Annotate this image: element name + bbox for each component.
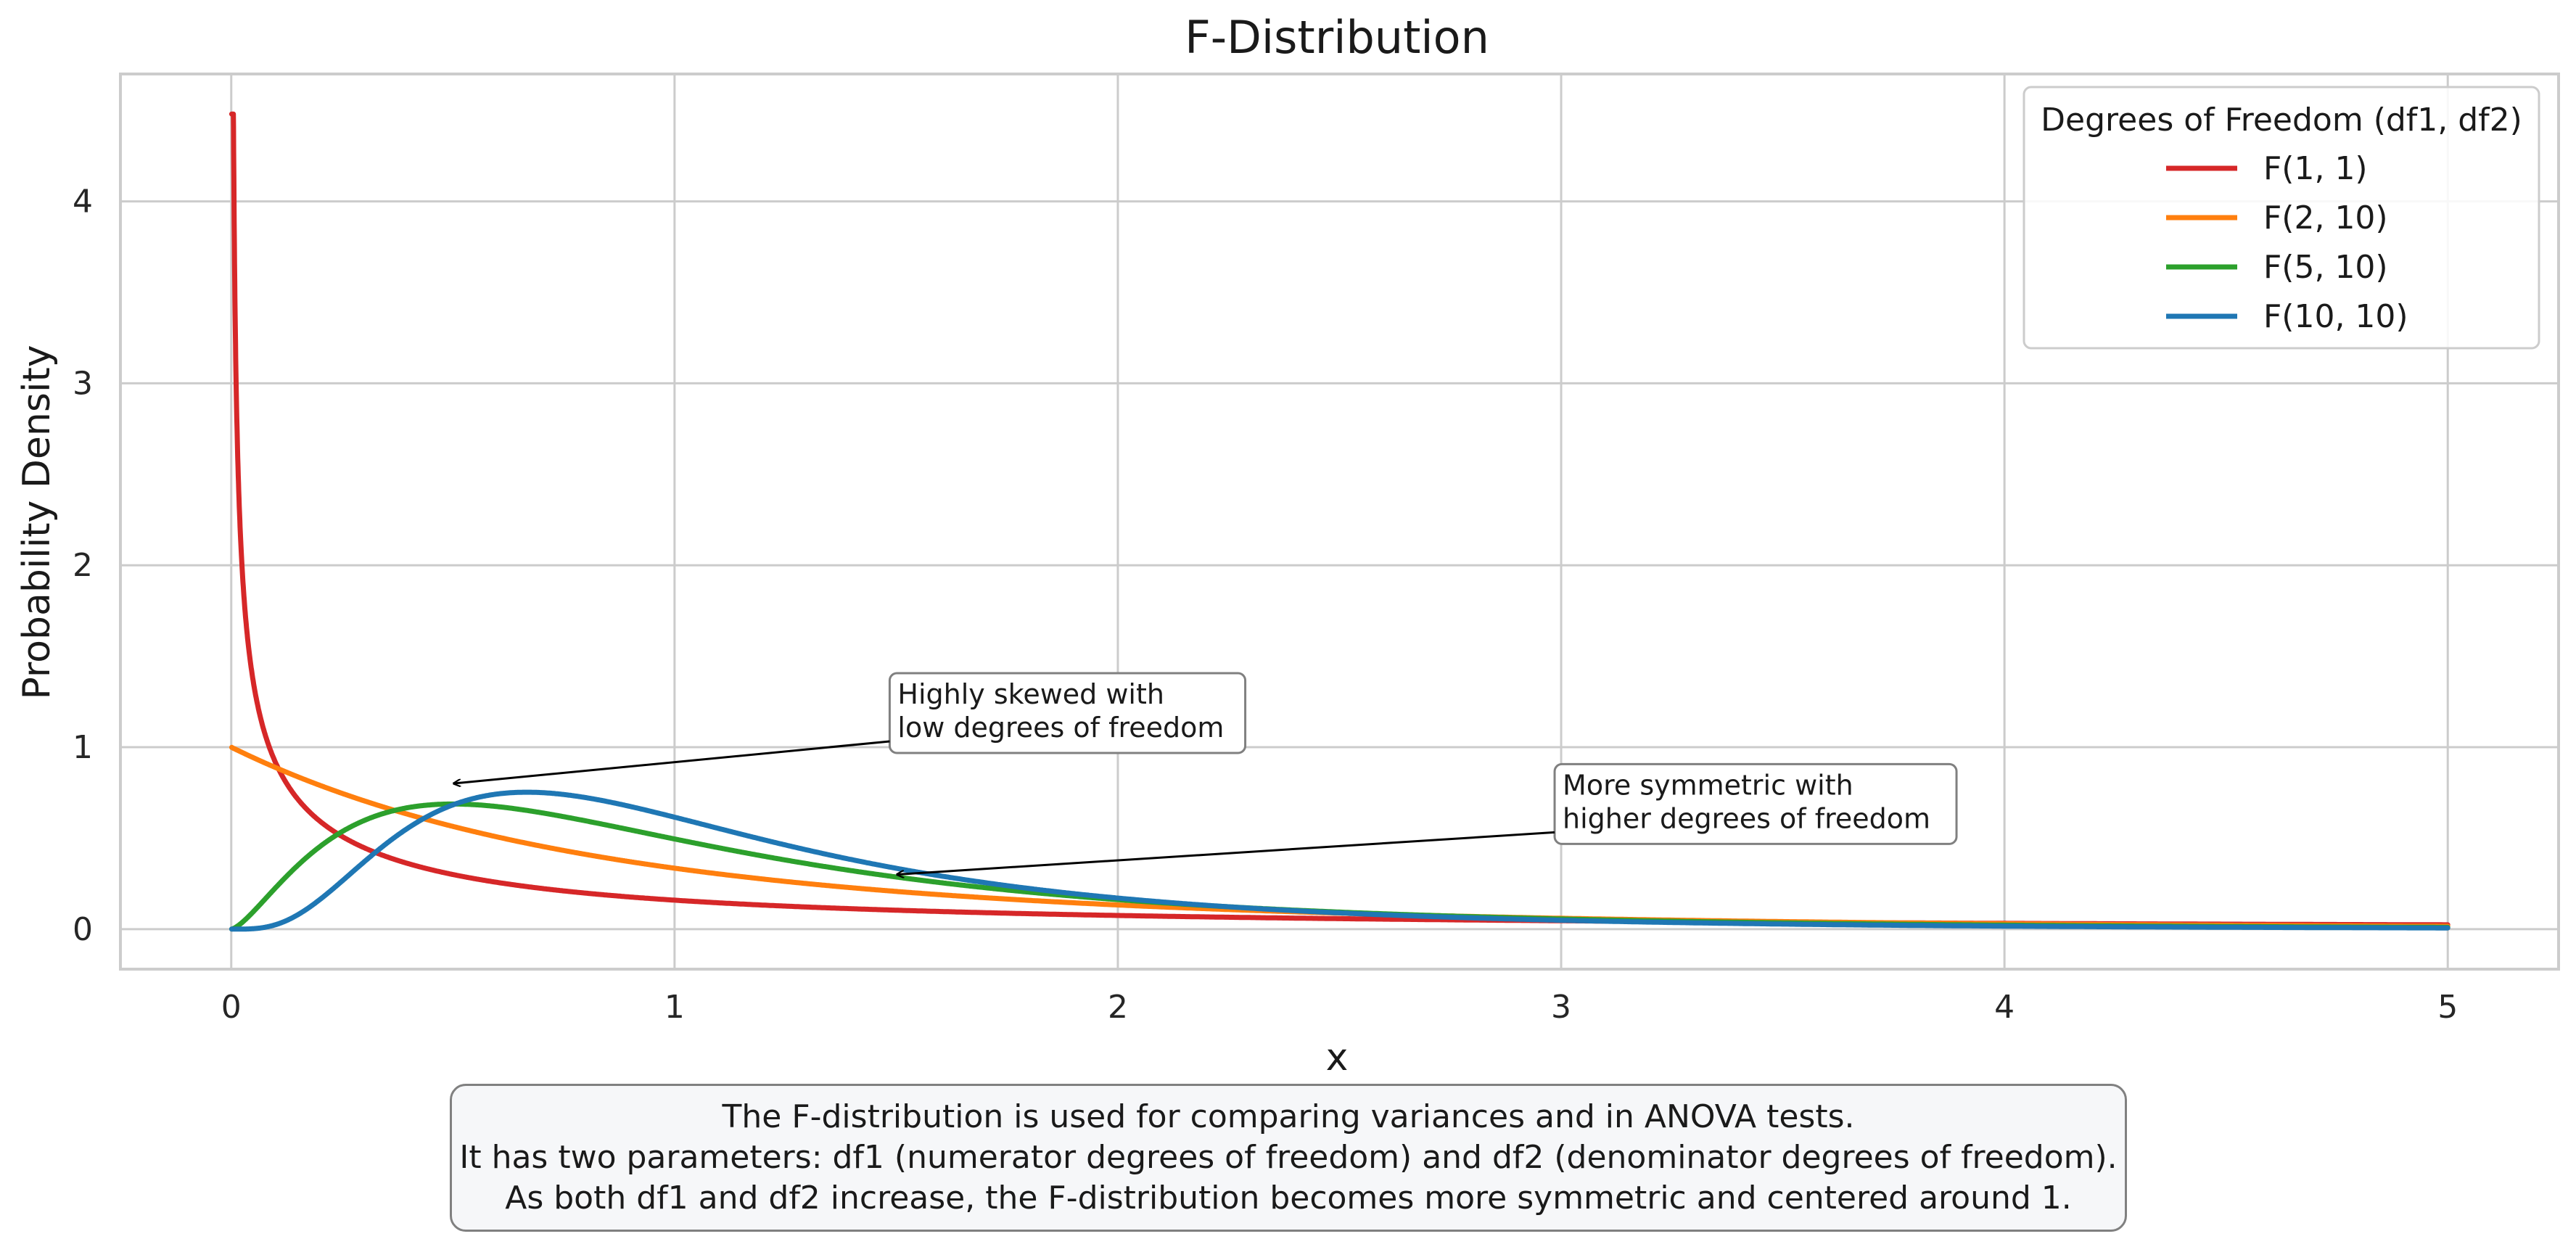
annotation-box [888,672,1247,754]
legend-label: F(2, 10) [2263,199,2388,236]
legend: Degrees of Freedom (df1, df2) F(1, 1) F(2,… [2022,86,2540,350]
y-axis-label: Probability Density [15,345,59,699]
legend-label: F(1, 1) [2263,150,2368,187]
series-line [229,801,2451,932]
annotation-text: higher degrees of freedom [1563,802,1930,834]
x-tick-label: 1 [664,989,685,1026]
chart-title: F-Distribution [1185,11,1489,64]
legend-label: F(5, 10) [2263,249,2388,286]
annotation-text: Highly skewed with [897,678,1164,710]
caption-line: As both df1 and df2 increase, the F-dist… [505,1180,2072,1217]
caption-box: The F-distribution is used for comparing… [450,1084,2127,1232]
x-tick-label: 4 [1994,989,2015,1026]
legend-title: Degrees of Freedom (df1, df2) [2041,102,2522,139]
annotation-text: low degrees of freedom [897,712,1224,744]
x-tick-label: 5 [2437,989,2458,1026]
y-tick-label: 0 [73,911,93,948]
x-tick-label: 0 [221,989,242,1026]
x-tick-label: 3 [1551,989,1571,1026]
y-tick-label: 3 [73,365,93,402]
y-tick-label: 4 [73,184,93,221]
plot-frame [119,73,2560,971]
x-tick-label: 2 [1108,989,1128,1026]
caption-line: It has two parameters: df1 (numerator de… [459,1139,2118,1176]
annotation-arrow [896,831,1555,874]
caption-line: The F-distribution is used for comparing… [722,1098,1855,1135]
y-tick-label: 1 [73,729,93,766]
annotation-arrow [453,740,890,783]
legend-label: F(10, 10) [2263,298,2408,335]
annotation-text: More symmetric with [1563,769,1853,801]
x-axis-label: x [1326,1036,1349,1079]
series-line [229,744,2451,929]
y-tick-label: 2 [73,547,93,584]
series-line [229,789,2451,932]
annotation-box [1553,762,1958,845]
